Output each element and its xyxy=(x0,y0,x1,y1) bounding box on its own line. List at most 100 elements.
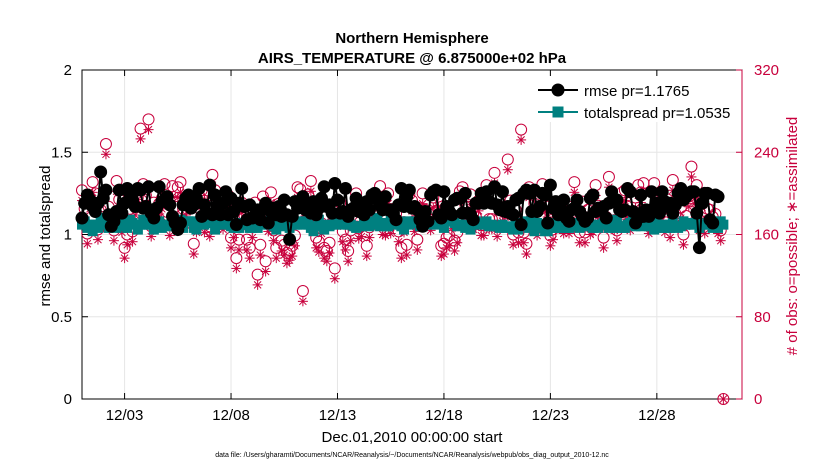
rmse-point xyxy=(599,211,613,225)
obs-possible-point xyxy=(602,170,615,183)
totalspread-point xyxy=(383,221,394,232)
x-tick-label: 12/03 xyxy=(106,407,144,424)
obs-assimilated-point xyxy=(252,279,263,290)
rmse-point xyxy=(235,181,249,195)
totalspread-point xyxy=(92,222,103,233)
obs-assimilated-point xyxy=(260,266,271,277)
obs-assimilated-point xyxy=(393,236,404,247)
obs-assimilated-point xyxy=(231,263,242,274)
y2-tick-label: 80 xyxy=(754,309,771,326)
y-tick-label: 0 xyxy=(64,391,72,408)
totalspread-point xyxy=(369,219,380,230)
totalspread-point xyxy=(399,224,410,235)
obs-assimilated-point xyxy=(321,256,332,267)
obs-assimilated-point xyxy=(226,242,237,253)
totalspread-point xyxy=(186,216,197,227)
obs-assimilated-point xyxy=(665,232,676,243)
rmse-point xyxy=(203,178,217,192)
obs-assimilated-point xyxy=(242,244,252,255)
rmse-point xyxy=(330,193,344,207)
obs-assimilated-point xyxy=(356,231,367,242)
obs-assimilated-point xyxy=(329,273,340,284)
rmse-point xyxy=(192,181,206,195)
rmse-point xyxy=(466,213,480,227)
chart-subtitle: AIRS_TEMPERATURE @ 6.875000e+02 hPa xyxy=(258,50,567,67)
rmse-point xyxy=(75,211,89,225)
totalspread-point xyxy=(122,222,133,233)
obs-possible-point xyxy=(259,255,272,268)
obs-assimilated-point xyxy=(502,164,513,175)
rmse-point xyxy=(541,216,555,230)
x-tick-label: 12/23 xyxy=(532,407,570,424)
rmse-point xyxy=(543,178,557,192)
obs-assimilated-point xyxy=(228,232,239,243)
totalspread-point xyxy=(271,224,282,235)
rmse-point xyxy=(711,190,725,204)
rmse-point xyxy=(261,216,275,230)
rmse-point xyxy=(445,208,459,222)
rmse-point xyxy=(533,200,547,214)
obs-possible-point xyxy=(488,166,501,179)
chart-title: Northern Hemisphere xyxy=(335,30,488,47)
obs-assimilated-point xyxy=(135,133,146,144)
obs-possible-point xyxy=(685,160,698,173)
obs-assimilated-point xyxy=(255,250,266,261)
obs-assimilated-point xyxy=(364,232,375,243)
rmse-point xyxy=(695,196,709,210)
obs-assimilated-point xyxy=(143,124,154,135)
rmse-point xyxy=(229,218,243,232)
obs-assimilated-point xyxy=(188,249,199,260)
rmse-point xyxy=(147,211,161,225)
y2-tick-label: 160 xyxy=(754,227,779,244)
obs-count-series xyxy=(76,113,730,405)
totalspread-point xyxy=(526,214,537,225)
rmse-point xyxy=(163,198,177,212)
y-tick-label: 0.5 xyxy=(51,309,72,326)
ticks: 12/03 12/08 12/13 12/18 12/23 12/28 0 0.5 1 1.5 2 0… xyxy=(51,62,779,424)
obs-assimilated-point xyxy=(401,250,412,261)
obs-assimilated-point xyxy=(396,253,407,264)
obs-assimilated-point xyxy=(287,251,298,262)
totalspread-point xyxy=(689,219,700,230)
totalspread-point xyxy=(438,222,449,233)
rmse-point xyxy=(173,216,187,230)
totalspread-point xyxy=(529,226,540,237)
rmse-point xyxy=(107,214,121,228)
obs-assimilated-point xyxy=(345,235,356,246)
obs-assimilated-point xyxy=(579,237,590,248)
obs-assimilated-point xyxy=(444,240,455,251)
obs-assimilated-point xyxy=(100,149,111,160)
rmse-point xyxy=(378,190,392,204)
x-tick-label: 12/28 xyxy=(638,407,676,424)
rmse-point xyxy=(557,193,571,207)
rmse-point xyxy=(634,188,648,202)
obs-assimilated-point xyxy=(244,253,255,264)
obs-possible-point xyxy=(86,176,99,189)
obs-possible-point xyxy=(230,252,243,265)
rmse-point xyxy=(142,180,156,194)
rmse-point xyxy=(338,181,352,195)
obs-assimilated-point xyxy=(598,242,609,253)
obs-possible-point xyxy=(328,262,341,275)
obs-assimilated-point xyxy=(452,237,463,248)
rmse-point xyxy=(152,180,166,194)
rmse-point xyxy=(623,185,637,199)
legend-box xyxy=(536,76,738,122)
rmse-point xyxy=(99,183,113,197)
legend-spread-label: totalspread pr=1.0535 xyxy=(584,105,730,122)
rmse-point xyxy=(562,214,576,228)
obs-assimilated-point xyxy=(324,248,335,259)
rmse-point xyxy=(208,188,222,202)
obs-assimilated-point xyxy=(119,253,130,264)
y2-tick-label: 320 xyxy=(754,62,779,79)
obs-possible-point xyxy=(296,285,309,298)
y2-tick-label: 240 xyxy=(754,144,779,161)
rmse-point xyxy=(570,193,584,207)
obs-assimilated-point xyxy=(164,230,175,241)
obs-assimilated-point xyxy=(715,235,726,246)
obs-possible-point xyxy=(501,153,514,166)
obs-possible-point xyxy=(717,393,730,405)
y-axis-label: rmse and totalspread xyxy=(37,166,54,307)
y-tick-label: 2 xyxy=(64,62,72,79)
rmse-series xyxy=(75,165,725,255)
